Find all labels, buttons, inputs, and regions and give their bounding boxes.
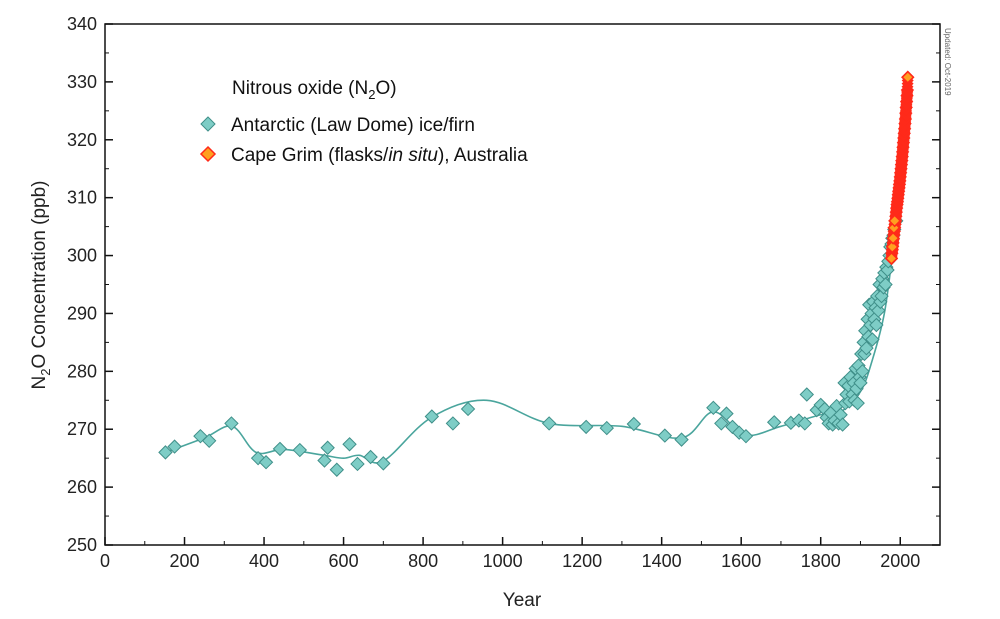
antarctic-point [850, 395, 865, 411]
legend-marker-antarctic [200, 116, 216, 132]
antarctic-point [878, 277, 893, 292]
x-tick-label: 1000 [483, 551, 523, 571]
capegrim-flask-point [888, 214, 902, 228]
fit-line [165, 255, 894, 464]
x-tick-label: 0 [100, 551, 110, 571]
antarctic-point [272, 441, 288, 457]
antarctic-point [880, 262, 895, 278]
y-tick-label: 250 [67, 535, 97, 555]
x-tick-label: 1400 [642, 551, 682, 571]
y-tick-label: 280 [67, 361, 97, 381]
antarctic-point [424, 409, 440, 424]
x-axis-label: Year [503, 590, 542, 611]
antarctic-point [167, 439, 182, 454]
antarctic-point [201, 433, 217, 449]
antarctic-point [706, 400, 721, 416]
antarctic-point [859, 340, 874, 356]
antarctic-point [578, 419, 594, 435]
capegrim-flask-point [884, 251, 899, 266]
antarctic-point [853, 375, 868, 391]
antarctic-point [193, 428, 208, 444]
antarctic-point [445, 416, 461, 431]
capegrim-flask-point [886, 231, 900, 245]
fit-line-layer [165, 255, 894, 464]
y-tick-label: 340 [67, 14, 97, 34]
antarctic-point [855, 364, 870, 379]
antarctic-point [376, 456, 391, 471]
antarctic-point [320, 440, 335, 455]
antarctic-point [835, 417, 850, 432]
antarctic-point [292, 442, 308, 458]
x-tick-label: 600 [329, 551, 359, 571]
antarctic-point [350, 456, 365, 472]
antarctic-point [317, 453, 332, 468]
antarctic-point [363, 449, 378, 465]
antarctic-point [865, 332, 880, 347]
antarctic-point [869, 317, 884, 333]
antarctic-point [460, 401, 476, 417]
x-tick-label: 800 [408, 551, 438, 571]
antarctic-point [541, 416, 557, 431]
y-tick-label: 270 [67, 419, 97, 439]
antarctic-point [224, 416, 239, 431]
antarctic-point [797, 416, 813, 431]
antarctic-point [657, 428, 673, 443]
legend-marker-capegrim [199, 145, 217, 163]
ticks-layer: 0 200 400 600 800 1000 1200 1400 1600 1800 2000 250… [67, 14, 940, 571]
antarctic-point [766, 415, 782, 430]
antarctic-point [674, 432, 689, 447]
antarctic-point [738, 428, 754, 444]
legend-label-antarctic: Antarctic (Law Dome) ice/firn [231, 115, 475, 136]
antarctic-point [725, 419, 740, 435]
y-tick-label: 320 [67, 130, 97, 150]
update-note: Updated: Oct-2019 [943, 28, 952, 96]
antarctic-point [731, 425, 747, 440]
y-tick-label: 260 [67, 477, 97, 497]
y-tick-label: 330 [67, 72, 97, 92]
antarctic-point [329, 462, 345, 477]
antarctic-point [258, 455, 274, 470]
y-axis-label: N2O Concentration (ppb) [29, 181, 53, 390]
x-tick-label: 200 [170, 551, 200, 571]
antarctic-point [342, 437, 357, 452]
antarctic-point [799, 387, 815, 402]
antarctic-point [626, 416, 642, 432]
legend-label-capegrim: Cape Grim (flasks/in situ), Australia [231, 145, 528, 166]
marks-layer [158, 70, 915, 477]
legend: Nitrous oxide (N2O) Antarctic (Law Dome)… [199, 78, 528, 166]
legend-title: Nitrous oxide (N2O) [232, 78, 397, 102]
x-tick-label: 1800 [801, 551, 841, 571]
x-tick-label: 2000 [880, 551, 920, 571]
plot-frame [104, 23, 941, 546]
x-tick-label: 1600 [721, 551, 761, 571]
y-tick-label: 300 [67, 246, 97, 266]
capegrim-flask-point [885, 240, 899, 254]
y-tick-label: 310 [67, 188, 97, 208]
antarctic-point [158, 445, 173, 460]
x-tick-label: 1200 [562, 551, 602, 571]
antarctic-point [599, 420, 615, 436]
y-tick-label: 290 [67, 303, 97, 323]
antarctic-point [714, 416, 729, 431]
antarctic-point [719, 406, 734, 421]
x-tick-label: 400 [249, 551, 279, 571]
capegrim-flask-point [901, 70, 915, 84]
